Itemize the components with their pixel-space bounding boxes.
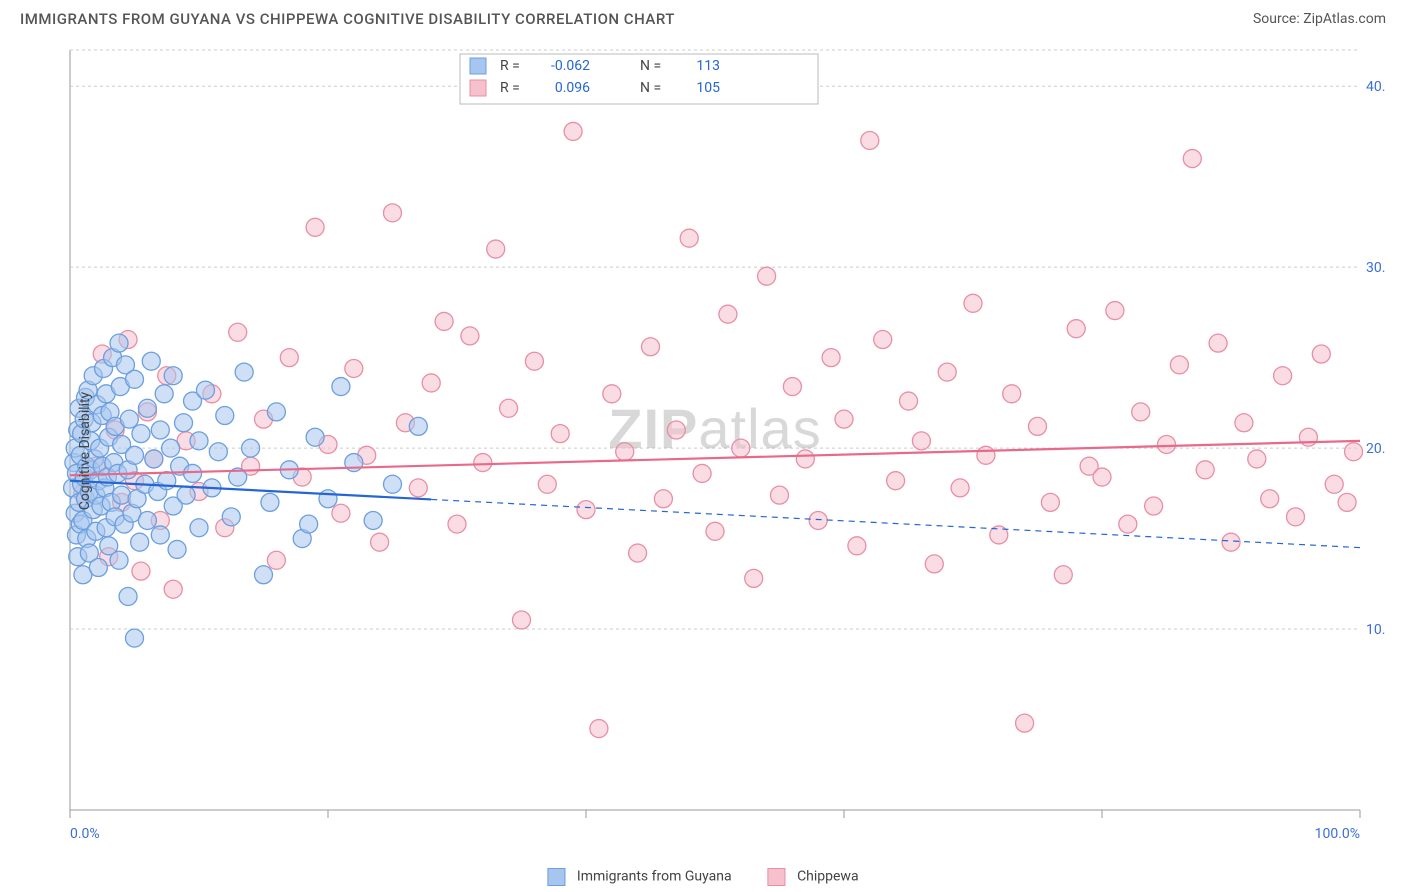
svg-text:ZIPatlas: ZIPatlas (608, 397, 821, 460)
svg-text:R =: R = (500, 58, 520, 74)
y-axis-label: Cognitive Disability (77, 392, 93, 510)
chart-title: IMMIGRANTS FROM GUYANA VS CHIPPEWA COGNI… (20, 10, 675, 28)
legend-swatch-guyana (547, 868, 565, 886)
svg-text:40.0%: 40.0% (1366, 79, 1386, 95)
chart-area: Cognitive Disability 10.0% 20.0% 30.0% 40.0… (20, 40, 1386, 862)
svg-text:30.0%: 30.0% (1366, 260, 1386, 276)
svg-text:0.0%: 0.0% (70, 826, 100, 842)
svg-text:0.096: 0.096 (555, 80, 590, 96)
chart-header: IMMIGRANTS FROM GUYANA VS CHIPPEWA COGNI… (0, 0, 1406, 28)
svg-text:100.0%: 100.0% (1315, 826, 1360, 842)
chart-source: Source: ZipAtlas.com (1253, 11, 1386, 27)
legend-item-guyana: Immigrants from Guyana (547, 868, 731, 886)
svg-text:-0.062: -0.062 (551, 58, 590, 74)
scatter-chart: 10.0% 20.0% 30.0% 40.0% 0.0% 100.0% ZIPatlas R … (20, 40, 1386, 860)
legend-swatch-chippewa (768, 868, 786, 886)
legend-bottom: Immigrants from Guyana Chippewa (547, 868, 858, 886)
svg-text:R =: R = (500, 80, 520, 96)
svg-text:N =: N = (640, 80, 661, 96)
svg-text:N =: N = (640, 58, 661, 74)
svg-text:105: 105 (696, 80, 720, 96)
legend-item-chippewa: Chippewa (768, 868, 859, 886)
svg-text:113: 113 (696, 58, 720, 74)
svg-text:10.0%: 10.0% (1366, 622, 1386, 638)
svg-text:20.0%: 20.0% (1366, 441, 1386, 457)
